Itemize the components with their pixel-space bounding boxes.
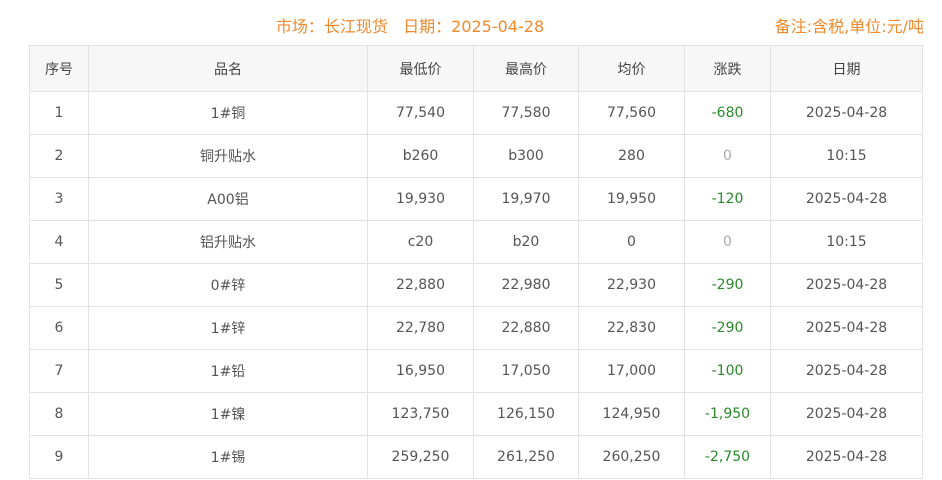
table-row: 1 1#铜 77,540 77,580 77,560 -680 2025-04-28 [29,91,923,135]
cell-change: -2,750 [684,435,771,479]
market-title: 市场：长江现货 日期：2025-04-28 [275,17,545,36]
table-row: 9 1#锡 259,250 261,250 260,250 -2,750 2025-04-2… [29,435,923,479]
table-header: 序号 品名 最低价 最高价 均价 涨跌 日期 [29,45,923,92]
column-header-high-price: 最高价 [473,45,579,92]
cell-avg-price: 22,830 [578,306,685,350]
cell-low-price: 123,750 [367,392,474,436]
cell-high-price: 22,880 [473,306,579,350]
cell-date: 2025-04-28 [770,263,923,307]
table-row: 6 1#锌 22,780 22,880 22,830 -290 2025-04-28 [29,306,923,350]
table-row: 4 铝升贴水 c20 b20 0 0 10:15 [29,220,923,264]
column-header-change: 涨跌 [684,45,771,92]
cell-date: 2025-04-28 [770,392,923,436]
column-header-index: 序号 [29,45,89,92]
cell-index: 7 [29,349,89,393]
cell-product: 1#锡 [88,435,368,479]
cell-low-price: 22,780 [367,306,474,350]
header: 市场：长江现货 日期：2025-04-28 备注:含税,单位:元/吨 [0,0,942,45]
unit-note: 备注:含税,单位:元/吨 [774,17,924,36]
column-header-product: 品名 [88,45,368,92]
cell-product: 1#铜 [88,91,368,135]
cell-change: -290 [684,306,771,350]
table-row: 8 1#镍 123,750 126,150 124,950 -1,950 2025-04-2… [29,392,923,436]
table-row: 2 铜升贴水 b260 b300 280 0 10:15 [29,134,923,178]
table-row: 5 0#锌 22,880 22,980 22,930 -290 2025-04-28 [29,263,923,307]
cell-high-price: 19,970 [473,177,579,221]
cell-change: -100 [684,349,771,393]
cell-low-price: 77,540 [367,91,474,135]
cell-index: 5 [29,263,89,307]
cell-date: 2025-04-28 [770,177,923,221]
cell-index: 4 [29,220,89,264]
cell-date: 2025-04-28 [770,306,923,350]
cell-index: 6 [29,306,89,350]
cell-high-price: 77,580 [473,91,579,135]
cell-change: 0 [684,220,771,264]
cell-index: 9 [29,435,89,479]
cell-change: -1,950 [684,392,771,436]
cell-avg-price: 124,950 [578,392,685,436]
table-row: 3 A00铝 19,930 19,970 19,950 -120 2025-04-28 [29,177,923,221]
cell-change: -290 [684,263,771,307]
cell-index: 8 [29,392,89,436]
cell-date: 2025-04-28 [770,91,923,135]
cell-index: 2 [29,134,89,178]
cell-product: 铝升贴水 [88,220,368,264]
cell-index: 3 [29,177,89,221]
cell-high-price: 261,250 [473,435,579,479]
cell-product: 1#镍 [88,392,368,436]
cell-high-price: 17,050 [473,349,579,393]
cell-high-price: 22,980 [473,263,579,307]
cell-date: 2025-04-28 [770,435,923,479]
cell-date: 10:15 [770,134,923,178]
cell-product: 0#锌 [88,263,368,307]
cell-high-price: 126,150 [473,392,579,436]
cell-avg-price: 19,950 [578,177,685,221]
cell-product: A00铝 [88,177,368,221]
cell-low-price: 19,930 [367,177,474,221]
cell-avg-price: 77,560 [578,91,685,135]
cell-high-price: b300 [473,134,579,178]
cell-avg-price: 0 [578,220,685,264]
cell-low-price: 259,250 [367,435,474,479]
cell-index: 1 [29,91,89,135]
table-row: 7 1#铅 16,950 17,050 17,000 -100 2025-04-28 [29,349,923,393]
cell-low-price: c20 [367,220,474,264]
cell-change: -120 [684,177,771,221]
column-header-avg-price: 均价 [578,45,685,92]
cell-low-price: 22,880 [367,263,474,307]
cell-low-price: 16,950 [367,349,474,393]
cell-change: 0 [684,134,771,178]
cell-product: 1#锌 [88,306,368,350]
cell-avg-price: 280 [578,134,685,178]
price-table: 序号 品名 最低价 最高价 均价 涨跌 日期 1 1#铜 77,540 77,580 77,560-… [29,45,923,479]
cell-avg-price: 260,250 [578,435,685,479]
cell-product: 铜升贴水 [88,134,368,178]
cell-date: 10:15 [770,220,923,264]
column-header-low-price: 最低价 [367,45,474,92]
cell-avg-price: 22,930 [578,263,685,307]
column-header-date: 日期 [770,45,923,92]
cell-avg-price: 17,000 [578,349,685,393]
cell-high-price: b20 [473,220,579,264]
cell-product: 1#铅 [88,349,368,393]
cell-change: -680 [684,91,771,135]
cell-low-price: b260 [367,134,474,178]
cell-date: 2025-04-28 [770,349,923,393]
